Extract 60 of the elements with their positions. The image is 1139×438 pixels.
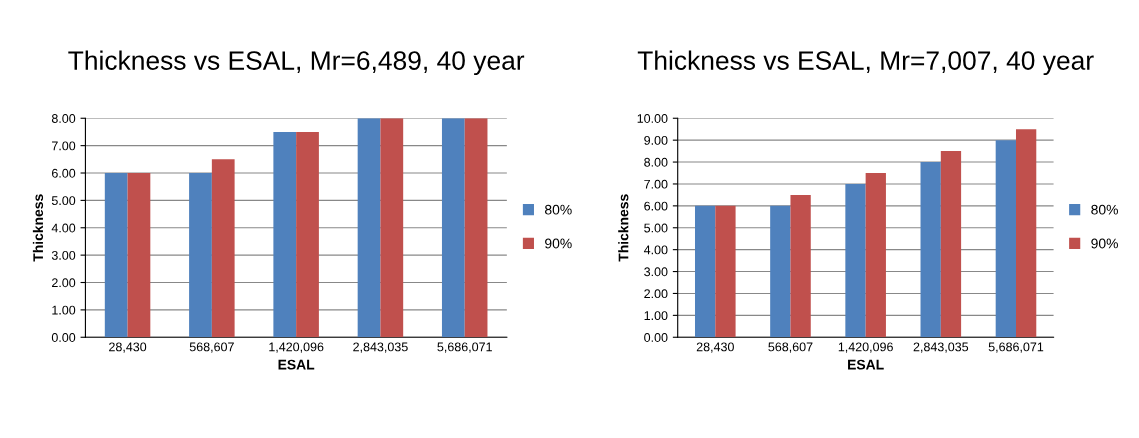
y-tick-label: 0.00 xyxy=(644,333,668,342)
bar xyxy=(441,118,465,338)
bar xyxy=(357,118,381,338)
legend-label: 90% xyxy=(1091,238,1118,249)
bar xyxy=(464,118,488,338)
y-tick-label: 2.00 xyxy=(644,289,668,299)
y-tick-label: 5.00 xyxy=(51,196,76,206)
bar xyxy=(189,173,212,338)
x-tick-label: 5,686,071 xyxy=(437,342,492,353)
chart-title: Thickness vs ESAL, Mr=6,489, 40 year xyxy=(68,50,525,76)
legend-label: 80% xyxy=(1091,204,1118,215)
y-tick-label: 9.00 xyxy=(644,135,668,145)
bar xyxy=(770,205,791,338)
y-axis-title: Thickness xyxy=(32,194,44,262)
y-tick-label: 7.00 xyxy=(644,179,668,189)
bar xyxy=(104,173,128,338)
bar xyxy=(920,162,941,338)
y-tick-label: 1.00 xyxy=(644,311,668,321)
x-tick-label: 2,843,035 xyxy=(913,342,969,353)
bar xyxy=(127,173,151,338)
x-tick-label: 28,430 xyxy=(109,342,147,353)
y-tick-label: 8.00 xyxy=(51,114,76,123)
bar xyxy=(273,131,297,338)
x-tick-label: 5,686,071 xyxy=(988,342,1044,353)
y-tick-label: 10.00 xyxy=(637,114,668,123)
bar xyxy=(845,183,866,338)
y-tick-label: 3.00 xyxy=(51,250,76,260)
y-tick-label: 6.00 xyxy=(52,168,76,178)
y-tick-label: 6.00 xyxy=(644,201,668,211)
legend-label: 80% xyxy=(545,204,572,215)
y-tick-label: 4.00 xyxy=(51,223,76,233)
bar xyxy=(1015,129,1037,338)
x-tick-label: 2,843,035 xyxy=(353,342,408,353)
y-tick-label: 3.00 xyxy=(644,267,668,277)
bar xyxy=(715,205,736,338)
x-tick-label: 28,430 xyxy=(696,342,734,353)
y-tick-label: 7.00 xyxy=(52,141,76,151)
y-tick-label: 5.00 xyxy=(644,223,668,233)
y-tick-label: 2.00 xyxy=(52,278,76,288)
x-tick-label: 1,420,096 xyxy=(269,342,324,353)
bar xyxy=(296,131,319,338)
y-tick-label: 0.00 xyxy=(51,333,76,342)
y-tick-label: 8.00 xyxy=(644,157,668,167)
bar xyxy=(940,151,962,338)
y-tick-label: 4.00 xyxy=(643,245,668,255)
bar xyxy=(865,173,886,338)
x-axis-title: ESAL xyxy=(278,359,315,370)
chart-title: Thickness vs ESAL, Mr=7,007, 40 year xyxy=(637,50,1094,76)
x-tick-label: 1,420,096 xyxy=(838,342,893,353)
bar xyxy=(995,140,1016,338)
bar xyxy=(695,205,716,338)
y-axis-title: Thickness xyxy=(618,194,629,262)
x-axis-title: ESAL xyxy=(848,359,884,370)
y-tick-label: 1.00 xyxy=(52,305,76,315)
bar xyxy=(380,118,404,338)
x-tick-label: 568,607 xyxy=(189,342,234,353)
bar xyxy=(211,159,235,338)
x-tick-label: 568,607 xyxy=(768,342,813,353)
legend-label: 90% xyxy=(545,238,572,249)
bar xyxy=(790,194,811,338)
